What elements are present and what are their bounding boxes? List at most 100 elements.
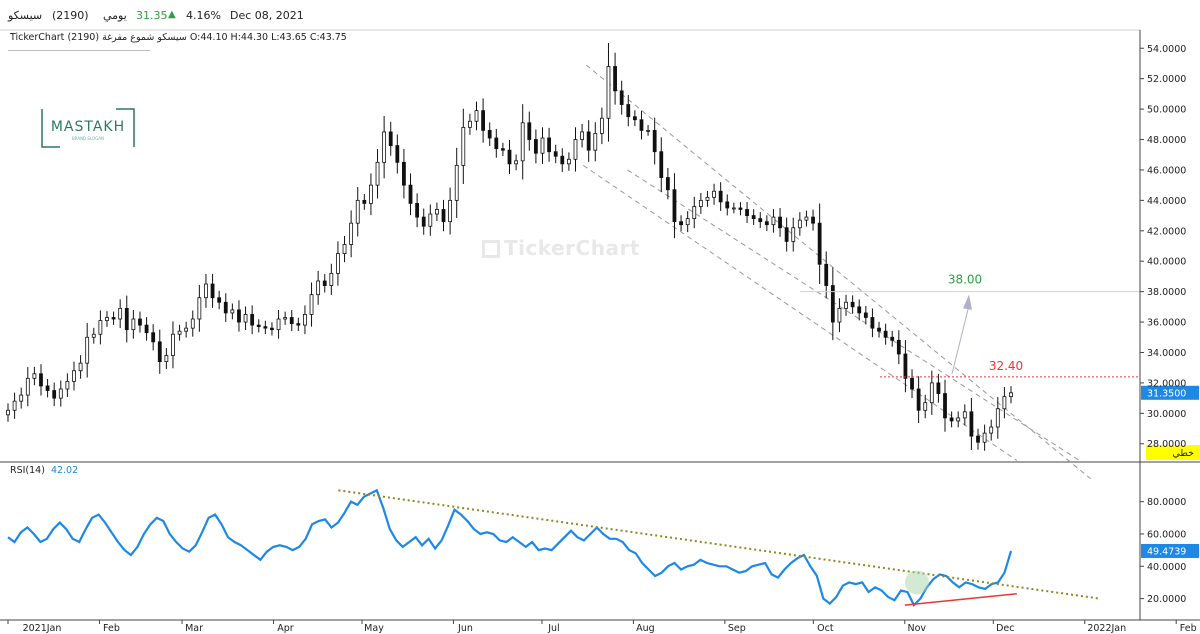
candle-body bbox=[738, 207, 743, 210]
candle-body bbox=[593, 133, 598, 151]
x-tick-label: Nov bbox=[908, 623, 927, 634]
mastakh-logo: MASTAKH BRAND SLOGAN bbox=[41, 108, 135, 148]
instrument-code: (2190) bbox=[52, 9, 89, 22]
candle-body bbox=[665, 177, 670, 191]
rsi-tick-label: 20.0000 bbox=[1147, 594, 1186, 605]
candle-body bbox=[791, 227, 796, 242]
candle-body bbox=[448, 199, 453, 223]
rsi-last-value-tag bbox=[1141, 543, 1199, 558]
candle-body bbox=[309, 294, 314, 315]
candle-body bbox=[250, 314, 255, 326]
candle-body bbox=[520, 122, 525, 162]
x-tick-label: Apr bbox=[277, 623, 294, 634]
candle-body bbox=[12, 400, 17, 411]
candle-body bbox=[85, 336, 90, 364]
candle-body bbox=[32, 373, 37, 379]
x-tick-label: Feb bbox=[1180, 623, 1197, 634]
candle-body bbox=[283, 317, 288, 320]
candle-body bbox=[705, 196, 710, 201]
candle-body bbox=[501, 148, 505, 151]
last-price-tag bbox=[1141, 385, 1199, 400]
x-tick-label: May bbox=[364, 623, 384, 634]
x-tick-label: Dec bbox=[996, 623, 1014, 634]
candle-body bbox=[336, 253, 340, 274]
candle-body bbox=[461, 126, 466, 166]
price-tick-label: 48.0000 bbox=[1147, 135, 1186, 146]
candle-body bbox=[1009, 392, 1013, 397]
candle-body bbox=[289, 317, 294, 324]
candle-body bbox=[778, 216, 782, 229]
header-divider bbox=[8, 50, 150, 51]
candle-body bbox=[514, 160, 518, 165]
candle-body bbox=[639, 119, 644, 131]
candle-body bbox=[725, 201, 730, 209]
candle-body bbox=[151, 332, 156, 343]
candle-body bbox=[890, 336, 895, 341]
candle-body bbox=[454, 164, 459, 201]
candle-body bbox=[745, 209, 749, 216]
candle-body bbox=[685, 218, 690, 226]
candle-body bbox=[962, 411, 967, 419]
candle-body bbox=[844, 301, 848, 309]
candle-body bbox=[382, 131, 387, 163]
candle-body bbox=[39, 373, 43, 387]
price-tick-label: 44.0000 bbox=[1147, 196, 1186, 207]
candle-body bbox=[560, 155, 565, 165]
channel-lower-line bbox=[582, 164, 1018, 461]
candle-body bbox=[811, 216, 815, 224]
header-date: Dec 08, 2021 bbox=[230, 9, 304, 22]
candle-body bbox=[507, 149, 512, 165]
up-arrow-icon: ▲ bbox=[168, 9, 176, 20]
candle-body bbox=[230, 309, 235, 314]
candle-body bbox=[751, 215, 756, 220]
candlesticks bbox=[6, 43, 1013, 451]
candle-body bbox=[124, 307, 129, 331]
candle-body bbox=[441, 209, 446, 223]
candle-body bbox=[164, 355, 169, 363]
candle-body bbox=[976, 435, 980, 443]
candle-body bbox=[349, 222, 354, 245]
candle-body bbox=[764, 221, 769, 226]
price-tick-label: 36.0000 bbox=[1147, 318, 1186, 329]
candle-body bbox=[78, 362, 83, 372]
candle-body bbox=[929, 382, 934, 404]
x-tick-label: 2022Jan bbox=[1087, 623, 1126, 634]
logo-tagline: BRAND SLOGAN bbox=[72, 136, 104, 141]
candle-body bbox=[402, 161, 406, 186]
candle-body bbox=[105, 317, 109, 321]
price-tick-label: 46.0000 bbox=[1147, 165, 1186, 176]
candle-body bbox=[118, 307, 123, 320]
candle-body bbox=[586, 131, 591, 151]
candle-body bbox=[223, 301, 228, 314]
price-tick-label: 52.0000 bbox=[1147, 74, 1186, 85]
candle-body bbox=[580, 131, 584, 140]
x-tick-label: Oct bbox=[817, 623, 834, 634]
candle-body bbox=[25, 377, 30, 396]
candle-body bbox=[369, 184, 373, 204]
candle-body bbox=[877, 327, 881, 332]
last-price-tag-text: 31.3500 bbox=[1147, 388, 1186, 399]
candle-body bbox=[527, 122, 532, 140]
candle-body bbox=[388, 131, 393, 147]
price-tick-label: 34.0000 bbox=[1147, 348, 1186, 359]
candle-body bbox=[923, 402, 928, 411]
candle-body bbox=[494, 137, 499, 150]
rsi-line bbox=[7, 488, 1013, 607]
price-tick-label: 28.0000 bbox=[1147, 439, 1186, 450]
candle-body bbox=[698, 199, 703, 207]
candle-body bbox=[817, 222, 822, 265]
candle-body bbox=[857, 306, 862, 314]
candle-body bbox=[910, 377, 914, 390]
candle-body bbox=[263, 326, 268, 329]
last-price: 31.35 bbox=[136, 9, 168, 22]
candle-body bbox=[989, 426, 994, 434]
candle-body bbox=[177, 330, 182, 335]
candle-body bbox=[1002, 396, 1007, 410]
candle-body bbox=[329, 272, 334, 286]
candle-body bbox=[936, 382, 941, 394]
candle-body bbox=[632, 116, 637, 121]
change-percent: 4.16% bbox=[186, 9, 221, 22]
candle-body bbox=[415, 203, 420, 218]
instrument-name: سيسكو bbox=[8, 9, 43, 22]
